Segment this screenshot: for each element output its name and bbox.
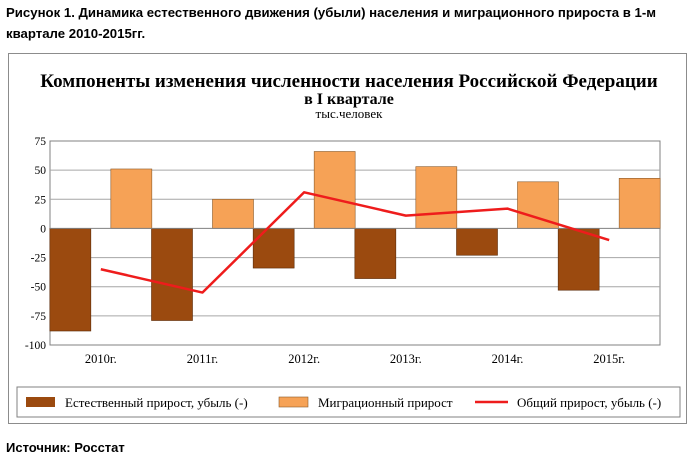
bar-migration	[212, 198, 254, 229]
legend-label-migration: Миграционный прирост	[318, 395, 453, 410]
y-tick-label: 0	[40, 223, 46, 235]
legend-item-migration: Миграционный прирост	[278, 395, 453, 410]
x-tick-label: 2013г.	[390, 352, 422, 366]
legend-swatch-migration	[278, 396, 309, 408]
y-tick-label: -25	[31, 253, 47, 265]
x-tick-label: 2011г.	[187, 352, 218, 366]
legend-swatch-natural	[26, 397, 55, 407]
total-line	[100, 191, 610, 294]
y-tick-label: 75	[35, 136, 47, 148]
y-tick-labels: 75 50 25 0 -25 -50 -75 -100	[25, 136, 46, 352]
bar-natural	[49, 228, 92, 332]
bar-natural	[456, 228, 498, 256]
figure-caption: Рисунок 1. Динамика естественного движен…	[6, 5, 657, 41]
source-note: Источник: Росстат	[6, 440, 125, 455]
legend-item-total: Общий прирост, убыль (-)	[475, 395, 661, 410]
x-tick-label: 2015г.	[593, 352, 625, 366]
bars	[49, 151, 661, 332]
y-tick-label: -75	[31, 311, 47, 323]
chart-frame: Компоненты изменения численности населен…	[8, 53, 687, 424]
bar-natural	[252, 228, 295, 269]
chart-subtitle: в I квартале	[304, 91, 394, 108]
bar-natural	[557, 228, 600, 291]
bar-migration	[110, 168, 153, 229]
bar-migration	[618, 178, 661, 229]
bar-migration	[313, 151, 356, 229]
x-tick-label: 2012г.	[288, 352, 320, 366]
legend-label-natural: Естественный прирост, убыль (-)	[65, 395, 248, 410]
bar-natural	[354, 228, 397, 279]
y-tick-label: 50	[35, 165, 47, 177]
chart-unit: тыс.человек	[316, 106, 384, 121]
legend-label-total: Общий прирост, убыль (-)	[517, 395, 661, 410]
x-tick-label: 2014г.	[492, 352, 524, 366]
chart-title: Компоненты изменения численности населен…	[40, 71, 657, 92]
chart: Компоненты изменения численности населен…	[16, 71, 681, 418]
y-tick-label: -50	[31, 282, 47, 294]
bar-migration	[415, 166, 458, 229]
y-tick-label: -100	[25, 340, 46, 352]
x-tick-label: 2010г.	[85, 352, 117, 366]
legend-box	[16, 386, 681, 418]
y-tick-label: 25	[35, 194, 47, 206]
legend-item-natural: Естественный прирост, убыль (-)	[26, 395, 248, 410]
x-tick-labels: 2010г. 2011г. 2012г. 2013г. 2014г. 2015г.	[85, 352, 625, 366]
bar-migration	[517, 181, 559, 229]
bar-natural	[151, 228, 193, 321]
total-line-path	[100, 191, 610, 294]
